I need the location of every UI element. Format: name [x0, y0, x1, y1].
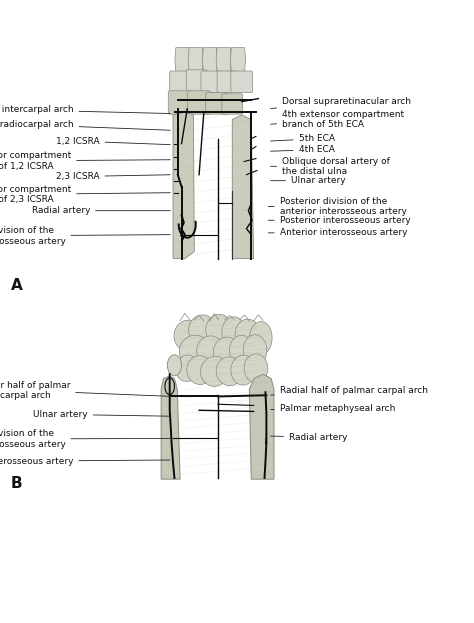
Text: Ulnar artery: Ulnar artery — [271, 176, 346, 185]
Text: Dorsal radiocarpal arch: Dorsal radiocarpal arch — [0, 120, 170, 130]
Polygon shape — [173, 112, 194, 259]
Ellipse shape — [243, 335, 267, 366]
Polygon shape — [216, 47, 231, 72]
Ellipse shape — [206, 315, 232, 345]
Ellipse shape — [179, 335, 210, 365]
Text: Posterior interosseous artery: Posterior interosseous artery — [268, 216, 410, 225]
Text: 4th extensor compartment
branch of 5th ECA: 4th extensor compartment branch of 5th E… — [271, 110, 404, 129]
Text: Figure 2: Figure 2 — [6, 5, 71, 19]
Polygon shape — [249, 374, 274, 479]
FancyBboxPatch shape — [222, 94, 243, 114]
FancyBboxPatch shape — [231, 71, 253, 93]
FancyBboxPatch shape — [201, 71, 223, 93]
Ellipse shape — [244, 354, 268, 383]
Text: Ulnar half of palmar
carpal arch: Ulnar half of palmar carpal arch — [0, 381, 170, 400]
Text: Radial artery: Radial artery — [271, 433, 347, 442]
Ellipse shape — [197, 336, 225, 367]
Polygon shape — [175, 47, 190, 72]
FancyBboxPatch shape — [170, 71, 192, 93]
FancyBboxPatch shape — [168, 91, 193, 114]
Ellipse shape — [249, 321, 272, 355]
Text: 1,2 ICSRA: 1,2 ICSRA — [56, 136, 170, 146]
Text: Radial half of palmar carpal arch: Radial half of palmar carpal arch — [271, 386, 428, 395]
Ellipse shape — [222, 316, 246, 348]
Text: Anterior interosseous artery: Anterior interosseous artery — [0, 457, 170, 465]
FancyBboxPatch shape — [186, 70, 207, 93]
Ellipse shape — [231, 355, 255, 385]
Text: Radial artery: Radial artery — [32, 206, 170, 215]
Text: Oblique dorsal artery of
the distal ulna: Oblique dorsal artery of the distal ulna — [271, 156, 390, 176]
Text: Ulnar artery: Ulnar artery — [33, 410, 170, 419]
Polygon shape — [161, 376, 180, 479]
Ellipse shape — [174, 320, 201, 350]
Text: 5th ECA: 5th ECA — [271, 134, 335, 143]
Polygon shape — [202, 47, 218, 72]
Text: Anterior division of the
anterior interosseous artery: Anterior division of the anterior intero… — [0, 226, 170, 245]
Text: 2nd extensor compartment
branch of 2,3 ICSRA: 2nd extensor compartment branch of 2,3 I… — [0, 185, 170, 204]
Polygon shape — [232, 115, 254, 259]
Polygon shape — [188, 47, 203, 72]
Ellipse shape — [235, 319, 260, 349]
FancyBboxPatch shape — [188, 91, 210, 114]
Text: 2nd extensor compartment
branch of 1,2 ICSRA: 2nd extensor compartment branch of 1,2 I… — [0, 151, 170, 171]
Ellipse shape — [201, 356, 229, 386]
FancyBboxPatch shape — [206, 93, 228, 114]
Ellipse shape — [189, 315, 217, 346]
Text: Dorsal intercarpal arch: Dorsal intercarpal arch — [0, 105, 170, 115]
Text: 4th ECA: 4th ECA — [271, 145, 335, 154]
Ellipse shape — [167, 355, 182, 376]
Text: Posterior division of the
anterior interosseous artery: Posterior division of the anterior inter… — [268, 197, 407, 216]
Text: Anterior division of the
anterior interosseous artery: Anterior division of the anterior intero… — [0, 429, 170, 449]
Ellipse shape — [187, 356, 213, 384]
Ellipse shape — [229, 335, 254, 365]
Text: Dorsal supraretinacular arch: Dorsal supraretinacular arch — [271, 97, 411, 108]
FancyBboxPatch shape — [217, 71, 238, 93]
Text: A: A — [10, 278, 22, 293]
Text: 2,3 ICSRA: 2,3 ICSRA — [56, 172, 170, 181]
Ellipse shape — [216, 357, 243, 386]
Ellipse shape — [175, 355, 199, 381]
Polygon shape — [230, 47, 246, 72]
Text: Anterior interosseous artery: Anterior interosseous artery — [268, 229, 407, 237]
Text: Palmar metaphyseal arch: Palmar metaphyseal arch — [271, 404, 395, 413]
Ellipse shape — [213, 337, 240, 367]
Text: B: B — [10, 477, 22, 492]
